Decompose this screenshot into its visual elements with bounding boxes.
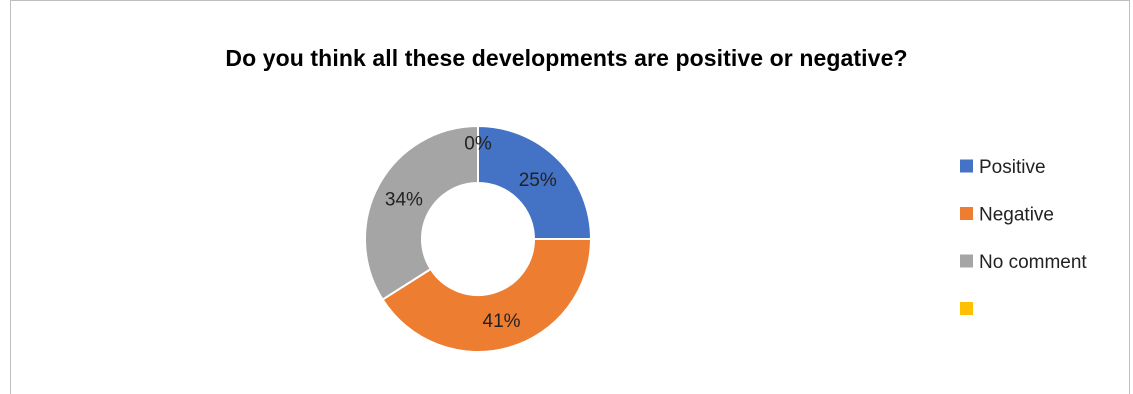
legend-swatch-unlabeled-3 bbox=[960, 302, 973, 315]
slice-positive bbox=[477, 124, 593, 240]
slice-no-comment bbox=[364, 124, 479, 301]
data-labels: 25% 41% 34% 0% bbox=[385, 134, 557, 333]
doughnut-slices bbox=[364, 124, 593, 353]
legend-swatch-no-comment bbox=[960, 254, 973, 268]
slice-negative bbox=[381, 238, 593, 353]
data-label-unlabeled-3: 0% bbox=[464, 134, 492, 155]
data-label-no-comment: 34% bbox=[385, 189, 423, 210]
legend-label-negative: Negative bbox=[979, 205, 1054, 226]
legend-label-no-comment: No comment bbox=[979, 252, 1087, 273]
legend-label-positive: Positive bbox=[979, 157, 1046, 178]
legend-swatch-negative bbox=[960, 207, 973, 220]
chart-frame bbox=[10, 0, 1130, 394]
legend-swatch-positive bbox=[960, 159, 973, 173]
data-label-positive: 25% bbox=[519, 170, 557, 191]
legend: Positive Negative No comment bbox=[960, 157, 1087, 315]
data-label-negative: 41% bbox=[483, 311, 521, 332]
chart-title: Do you think all these developments are … bbox=[225, 45, 908, 71]
